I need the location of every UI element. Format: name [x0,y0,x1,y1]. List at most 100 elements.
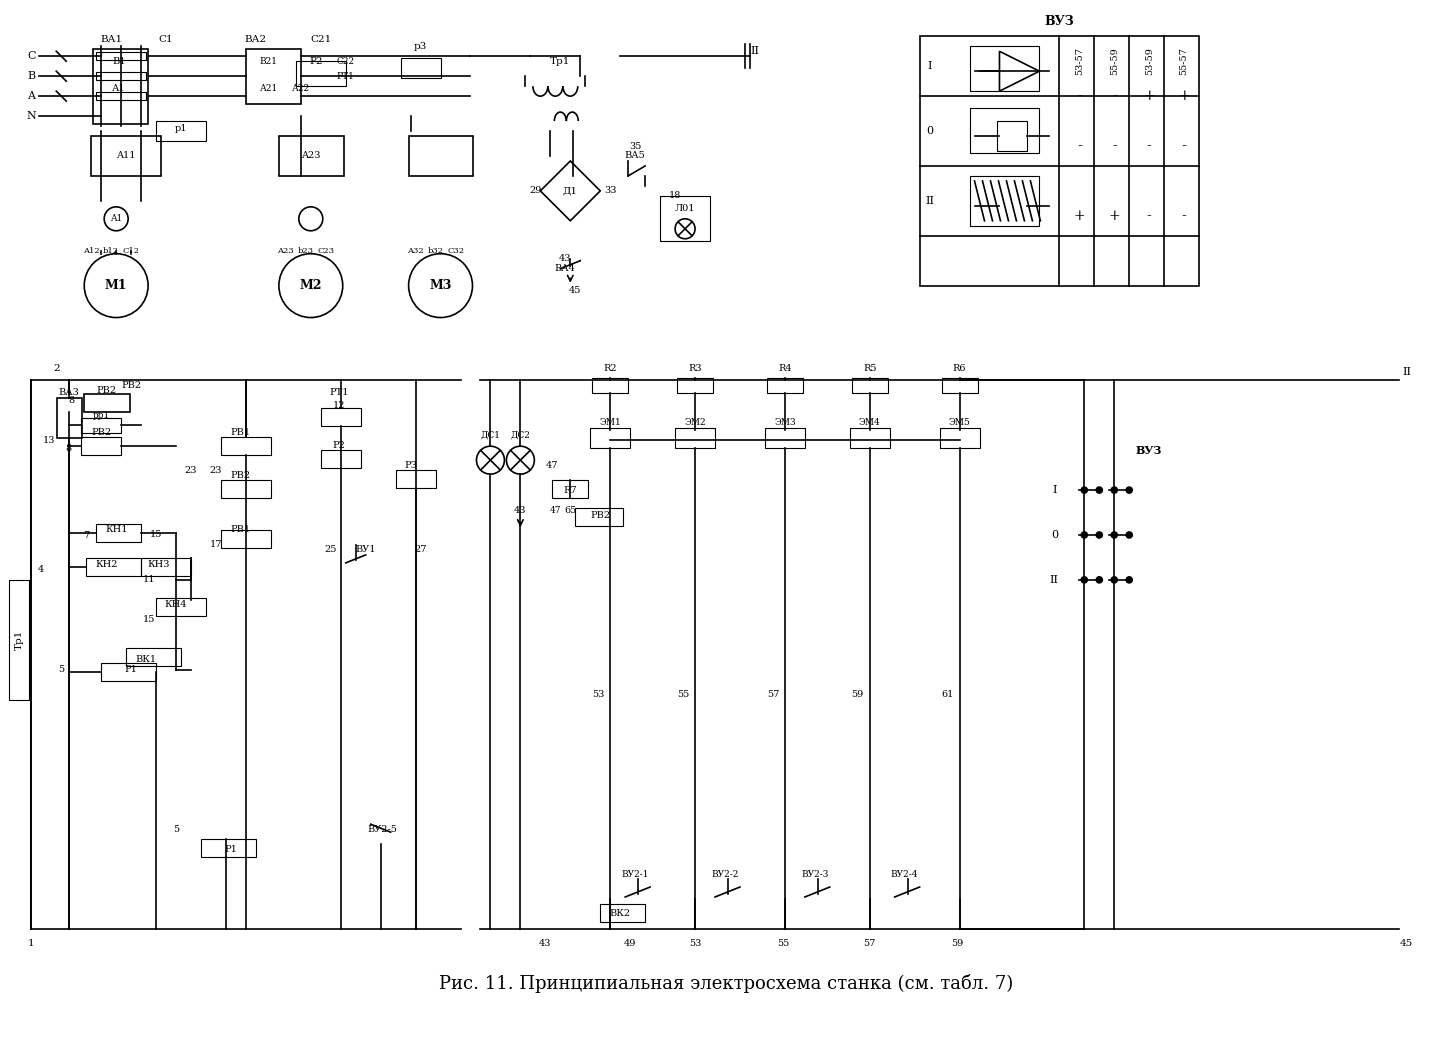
Text: -: - [1112,139,1117,153]
Text: ВА2: ВА2 [245,34,267,44]
Bar [200,839,256,857]
Bar [126,648,182,665]
Text: В21: В21 [260,56,277,66]
Text: b32: b32 [427,247,443,255]
Bar [395,471,436,488]
Text: ДС2: ДС2 [511,431,530,439]
Bar [86,558,141,576]
Bar [96,72,147,80]
Text: M1: M1 [105,279,128,293]
Bar [157,598,206,615]
Text: ВУ2-4: ВУ2-4 [892,869,919,879]
Circle shape [1127,577,1133,583]
Text: 27: 27 [414,545,427,555]
Text: R5: R5 [862,364,877,373]
Text: РВ2: РВ2 [231,471,251,480]
Text: C: C [28,51,36,61]
Text: 7: 7 [83,532,90,540]
Text: С21: С21 [311,34,331,44]
Circle shape [279,254,343,318]
Bar [401,58,440,78]
Text: ЭМ4: ЭМ4 [858,417,880,427]
Text: ВК2: ВК2 [610,910,630,918]
Text: КН3: КН3 [148,560,170,569]
Text: ВА4: ВА4 [555,264,576,273]
Text: ВА3: ВА3 [60,388,80,397]
Bar [321,408,360,426]
Circle shape [105,207,128,231]
Bar [591,428,630,449]
Text: -: - [1147,209,1151,223]
Text: R7: R7 [563,485,576,494]
Bar [57,399,83,438]
Circle shape [1127,487,1133,493]
Text: 53: 53 [592,690,604,700]
Circle shape [1082,487,1088,493]
Text: A1: A1 [110,214,122,224]
Text: рр1: рр1 [93,411,110,420]
Text: РТ1: РТ1 [337,72,354,81]
Text: р1: р1 [174,124,187,132]
Text: +: + [1108,209,1119,223]
Text: 55: 55 [777,939,788,948]
Text: КН1: КН1 [105,526,128,534]
Text: 47: 47 [546,461,559,469]
Text: 47: 47 [549,506,560,514]
Text: ЭМ1: ЭМ1 [600,417,621,427]
Bar [941,378,977,393]
Bar [661,196,710,240]
Text: A12: A12 [83,247,100,255]
Bar [552,480,588,498]
Text: РВ2: РВ2 [96,386,116,395]
Text: A23: A23 [277,247,295,255]
Text: С1: С1 [158,34,173,44]
Text: b12: b12 [103,247,119,255]
Text: I: I [1053,485,1057,496]
Text: 15: 15 [142,615,155,625]
Text: 4: 4 [38,565,45,575]
Text: ВУ2-3: ВУ2-3 [802,869,829,879]
Text: 53-57: 53-57 [1074,47,1083,75]
Text: R3: R3 [688,364,701,373]
Bar [675,428,714,449]
Text: II: II [1050,575,1059,585]
Bar [970,176,1040,226]
Text: 5: 5 [173,824,179,834]
Text: A23: A23 [301,152,321,160]
Bar [970,46,1040,92]
Text: 49: 49 [624,939,636,948]
Text: 15: 15 [150,531,163,539]
Bar [93,49,148,124]
Text: 43: 43 [514,506,527,514]
Text: 23: 23 [209,465,222,475]
Text: Р2: Р2 [309,56,322,66]
Bar [939,428,980,449]
Text: 17: 17 [209,540,222,550]
Text: 11: 11 [142,576,155,584]
Bar [998,121,1028,151]
Bar [600,904,645,922]
Text: +: + [1143,90,1154,103]
Text: II: II [751,46,759,56]
Text: Л01: Л01 [675,204,696,213]
Text: 5: 5 [58,665,64,675]
Text: РВ2: РВ2 [91,428,112,437]
Text: Рис. 11. Принципиальная электросхема станка (см. табл. 7): Рис. 11. Принципиальная электросхема ста… [439,974,1013,993]
Circle shape [1096,532,1102,538]
Circle shape [84,254,148,318]
Text: ЭМ2: ЭМ2 [684,417,706,427]
Text: 57: 57 [864,939,876,948]
Text: M3: M3 [430,279,452,293]
Text: B: B [28,71,35,81]
Bar [221,437,272,455]
Bar [919,36,1199,285]
Text: C12: C12 [122,247,139,255]
Bar [849,428,890,449]
Text: ВУЗ: ВУЗ [1044,15,1074,28]
Text: +: + [1179,90,1191,103]
Bar [852,378,887,393]
Text: ВА1: ВА1 [100,34,122,44]
Bar [102,663,157,681]
Text: 23: 23 [184,465,197,475]
Bar [296,61,346,86]
